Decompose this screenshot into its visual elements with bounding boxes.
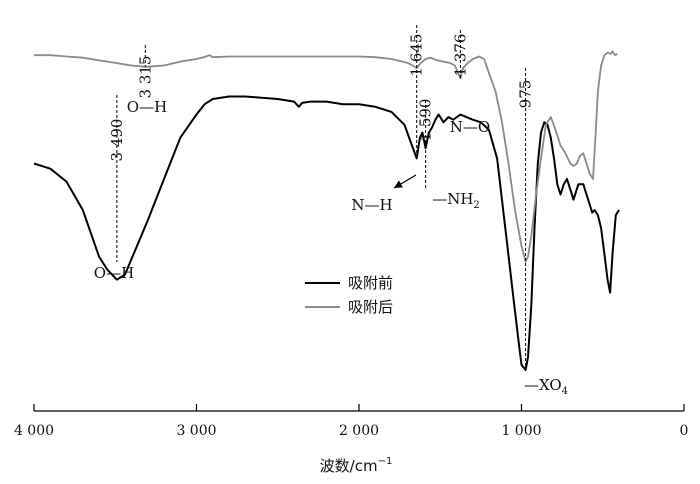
functional-group-label: N—H [351,196,392,214]
series-line-1 [33,95,620,371]
plot-lines [33,50,620,371]
peak-wavenumber-label: 3 490 [108,119,126,162]
functional-group-label: N—O [450,118,490,136]
functional-group-label: O—H [127,98,167,116]
functional-group-label: —NH2 [432,190,480,211]
x-axis-title-text: 波数/cm [320,457,378,475]
peak-wavenumber-label: 975 [517,80,535,109]
x-tick-label: 1 000 [501,423,541,439]
series-line-2 [34,50,618,263]
legend-label-2: 吸附后 [348,298,393,316]
functional-group-label: —XO4 [524,376,568,397]
peak-wavenumber-label: 1 590 [417,99,435,142]
functional-group-label: O—H [94,264,134,282]
arrow-head [394,180,403,188]
x-tick-label: 3 000 [176,423,216,439]
peak-wavenumber-label: 1 376 [451,34,469,77]
x-axis: 4 000 3 000 2 000 1 000 0 [14,404,689,439]
x-tick-label: 2 000 [339,423,379,439]
x-tick-label: 4 000 [14,423,54,439]
x-axis-title: 波数/cm−1 [320,456,393,475]
peak-wavenumber-label: 3 315 [136,56,154,99]
peak-wavenumber-label: 1 645 [408,34,426,77]
x-tick-label: 0 [680,423,689,439]
x-axis-title-superscript: −1 [378,456,393,467]
legend-label-1: 吸附前 [348,274,393,292]
